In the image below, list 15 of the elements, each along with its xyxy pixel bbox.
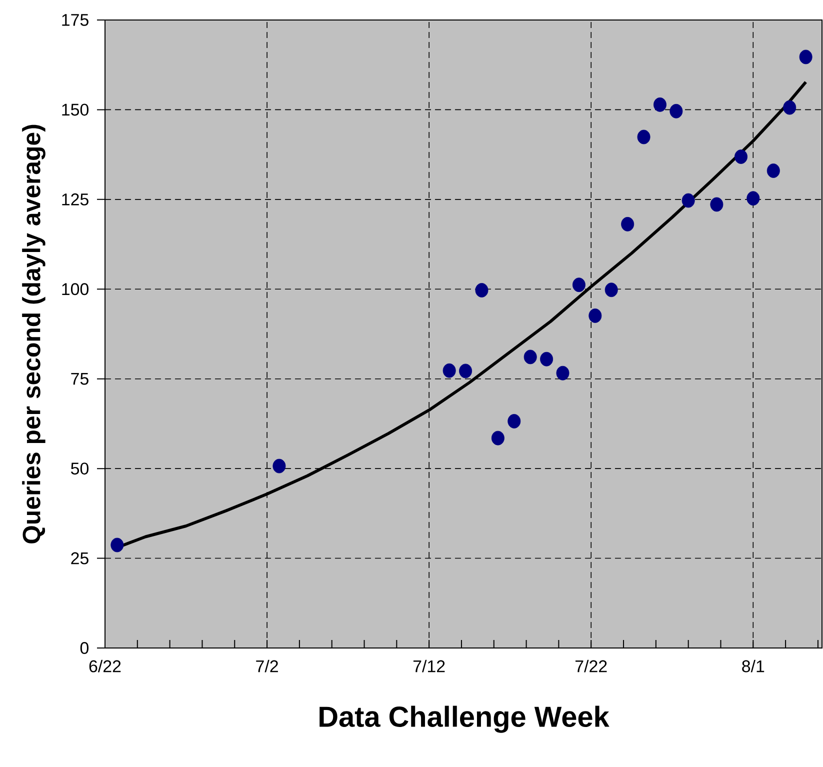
x-tick-label: 6/22: [89, 660, 121, 672]
x-tick-label: 7/2: [256, 660, 278, 672]
x-axis-title: Data Challenge Week: [320, 706, 610, 733]
x-tick-label: 7/22: [576, 660, 607, 672]
y-tick-label: 125: [62, 193, 88, 206]
y-tick-label: 150: [62, 104, 88, 116]
y-axis-title: Queries per second (dayly average): [22, 124, 46, 544]
y-tick-label: 25: [71, 552, 88, 564]
y-tick-label: 100: [62, 283, 88, 296]
y-tick-label: 0: [80, 642, 88, 654]
x-tick-label: 8/1: [742, 660, 764, 672]
y-tick-label: 75: [71, 372, 88, 385]
y-tick-label: 50: [70, 462, 88, 475]
x-tick-label: 7/12: [413, 660, 445, 672]
y-tick-label: 175: [62, 14, 88, 26]
